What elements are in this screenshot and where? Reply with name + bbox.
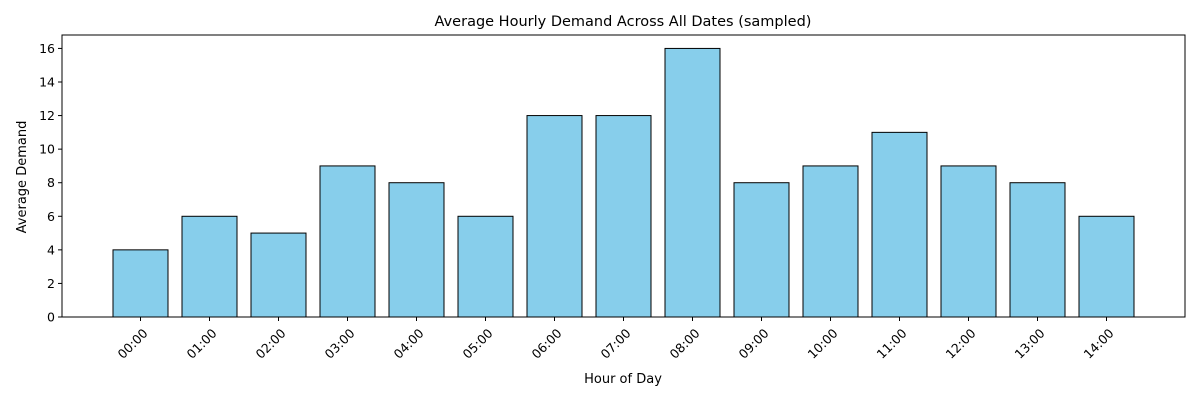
y-tick-label: 4 (47, 242, 55, 257)
bar-0500 (457, 215, 514, 318)
x-tick-label: 05:00 (460, 325, 496, 361)
bar-1300 (1009, 182, 1066, 318)
y-tick-label: 12 (39, 108, 55, 123)
x-tick-label: 04:00 (391, 325, 427, 361)
bar-0000 (112, 249, 169, 318)
x-axis: 00:00 01:00 02:00 03:00 04:00 05:00 06:00 07:00… (115, 317, 1117, 362)
bars-group (112, 47, 1135, 318)
x-tick-label: 08:00 (667, 325, 703, 361)
y-axis: 0 2 4 6 8 10 12 14 16 (39, 41, 62, 325)
x-tick-label: 01:00 (184, 325, 220, 361)
y-tick-label: 8 (47, 175, 55, 190)
bar-1200 (940, 165, 997, 318)
bar-0200 (250, 232, 307, 318)
y-tick-label: 10 (39, 142, 55, 157)
bar-1400 (1078, 215, 1135, 318)
y-axis-label: Average Demand (15, 121, 30, 234)
x-axis-label: Hour of Day (584, 372, 662, 387)
x-tick-label: 07:00 (598, 325, 634, 361)
plot-frame (61, 34, 1186, 318)
y-tick-label: 0 (47, 310, 55, 325)
bar-0700 (595, 115, 652, 318)
y-tick-label: 2 (47, 276, 55, 291)
chart-title: Average Hourly Demand Across All Dates (… (435, 14, 812, 30)
y-tick-label: 6 (47, 209, 55, 224)
bar-0900 (733, 182, 790, 318)
x-tick-label: 14:00 (1081, 325, 1117, 361)
bar-0400 (388, 182, 445, 318)
bar-0800 (664, 47, 721, 318)
x-tick-label: 03:00 (322, 325, 358, 361)
bar-0600 (526, 115, 583, 318)
bar-0300 (319, 165, 376, 318)
bar-1100 (871, 131, 928, 318)
x-tick-label: 06:00 (529, 325, 565, 361)
x-tick-label: 09:00 (736, 325, 772, 361)
x-tick-label: 02:00 (253, 325, 289, 361)
x-tick-label: 13:00 (1012, 325, 1048, 361)
x-tick-label: 11:00 (874, 325, 910, 361)
x-tick-label: 12:00 (943, 325, 979, 361)
x-tick-label: 10:00 (805, 325, 841, 361)
y-tick-label: 16 (39, 41, 55, 56)
bar-0100 (181, 215, 238, 318)
x-tick-label: 00:00 (115, 325, 151, 361)
bar-1000 (802, 165, 859, 318)
y-tick-label: 14 (39, 75, 55, 90)
